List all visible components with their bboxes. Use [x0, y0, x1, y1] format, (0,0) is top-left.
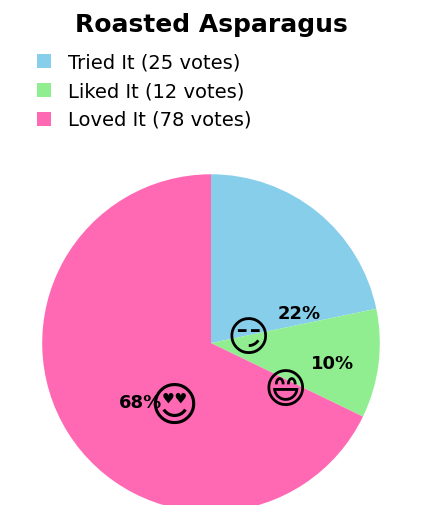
Wedge shape — [42, 175, 363, 505]
Wedge shape — [211, 309, 380, 417]
Text: 😄: 😄 — [264, 370, 307, 412]
Text: 😍: 😍 — [149, 385, 198, 430]
Text: 10%: 10% — [311, 355, 354, 373]
Text: Roasted Asparagus: Roasted Asparagus — [75, 13, 347, 36]
Text: 😏: 😏 — [227, 317, 270, 359]
Text: 68%: 68% — [119, 393, 162, 412]
Legend: Tried It (25 votes), Liked It (12 votes), Loved It (78 votes): Tried It (25 votes), Liked It (12 votes)… — [31, 47, 257, 135]
Wedge shape — [211, 175, 376, 343]
Text: 22%: 22% — [277, 304, 320, 322]
